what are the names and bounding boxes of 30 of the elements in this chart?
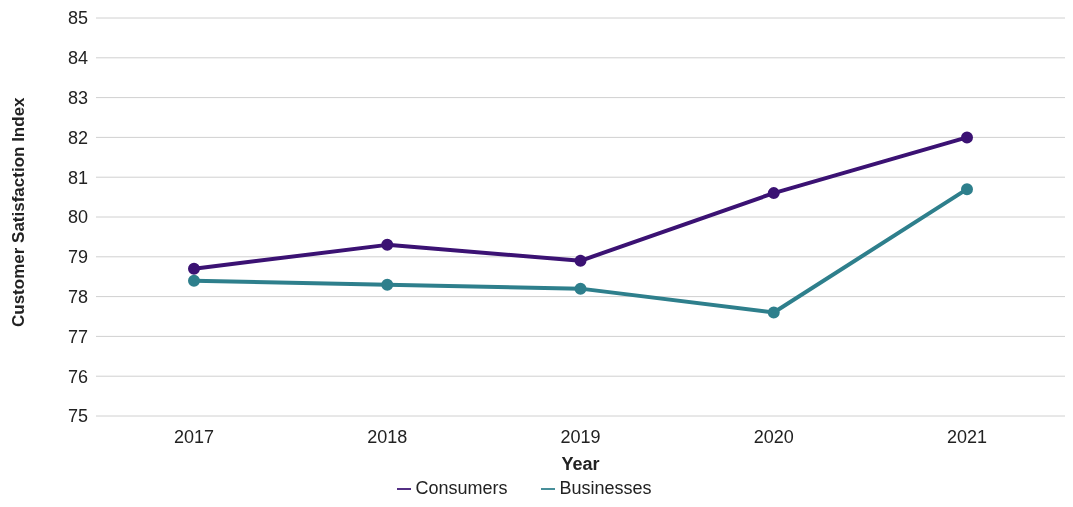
point: [381, 278, 394, 291]
y-tick-label: 82: [67, 127, 88, 148]
x-tick-label: 2017: [173, 426, 215, 447]
y-tick-label: 75: [67, 406, 88, 427]
y-tick-label: 81: [67, 167, 88, 188]
x-tick-label: 2021: [946, 426, 988, 447]
point: [767, 187, 780, 200]
point: [961, 131, 973, 144]
legend-label: Consumers: [415, 478, 508, 498]
point: [767, 306, 780, 319]
point: [188, 274, 200, 287]
legend-label: Businesses: [559, 478, 652, 498]
point: [961, 183, 973, 196]
x-axis-title: Year: [561, 454, 600, 474]
point: [574, 282, 587, 295]
x-tick-label: 2020: [753, 426, 794, 447]
y-tick-label: 77: [67, 326, 88, 347]
y-tick-label: 83: [67, 87, 88, 108]
y-tick-label: 84: [67, 48, 88, 69]
point: [188, 262, 200, 275]
y-tick-label: 76: [67, 366, 88, 387]
y-tick-label: 79: [67, 247, 88, 268]
y-tick-label: 78: [67, 286, 88, 307]
y-tick-label: 80: [67, 207, 88, 228]
x-tick-label: 2018: [367, 426, 408, 447]
y-tick-label: 85: [67, 8, 88, 29]
point: [574, 254, 587, 267]
y-axis-title: Customer Satisfaction Index: [9, 96, 29, 327]
x-tick-label: 2019: [560, 426, 601, 447]
point: [381, 238, 394, 251]
